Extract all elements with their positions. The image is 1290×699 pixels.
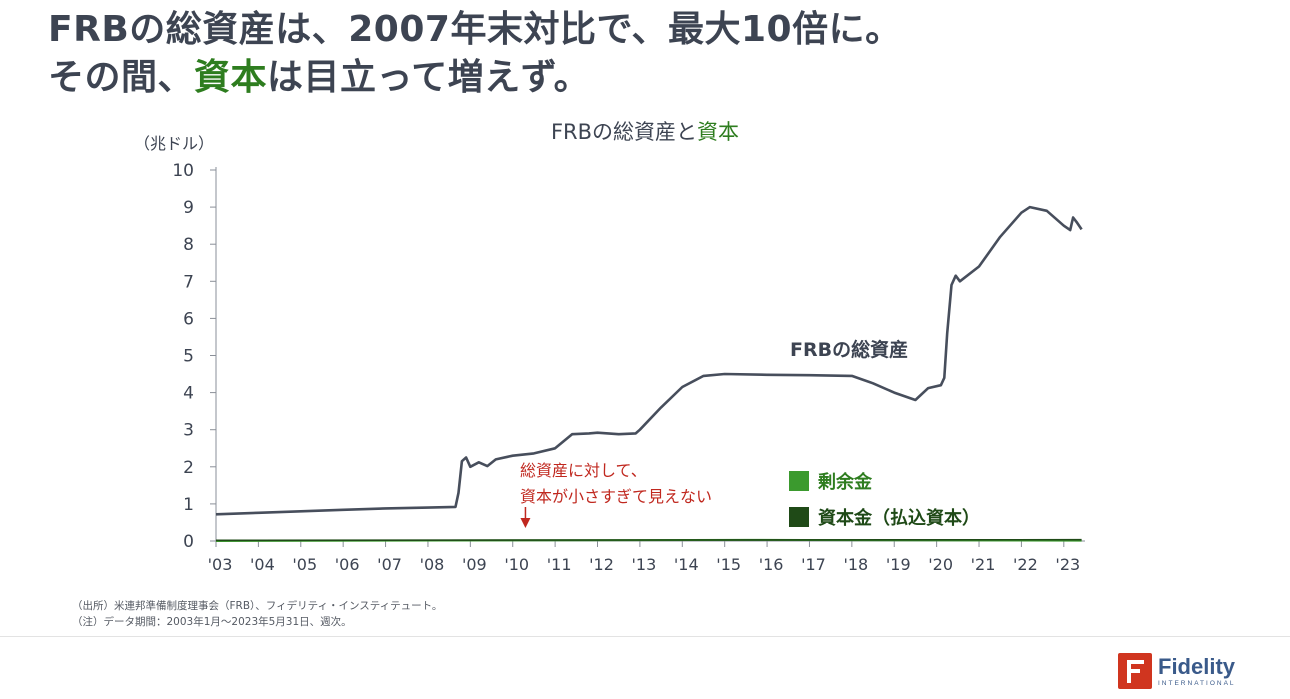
footer-divider [0,636,1290,637]
y-tick-label: 3 [183,421,194,441]
x-tick-label: '18 [843,555,868,574]
x-tick-label: '22 [1013,555,1038,574]
x-tick-label: '07 [377,555,402,574]
headline-highlight: 資本 [194,57,268,98]
brand-name: Fidelity [1158,653,1236,679]
x-tick-label: '10 [504,555,529,574]
x-tick-label: '08 [420,555,445,574]
headline: FRBの総資産は、2007年末対比で、最大10倍に。 その間、資本は目立って増え… [48,6,902,102]
headline-line1: FRBの総資産は、2007年末対比で、最大10倍に。 [48,9,902,50]
x-tick-label: '13 [632,555,657,574]
period-note: （注）データ期間：2003年1月～2023年5月31日、週次。 [72,616,352,628]
headline-line2-post: は目立って増えず。 [267,57,591,98]
y-tick-label: 5 [183,347,194,367]
series-line-0 [215,205,1083,516]
x-tick-label: '23 [1055,555,1080,574]
headline-line2-pre: その間、 [48,57,195,98]
y-tick-label: 6 [183,309,194,329]
y-tick-label: 8 [183,235,194,255]
x-tick-label: '21 [971,555,996,574]
annotation-line1: 総資産に対して、 [520,461,647,480]
legend-capital-swatch [789,507,809,527]
brand-sub: INTERNATIONAL [1158,679,1236,687]
annotation: 総資産に対して、 資本が小さすぎて見えない [520,461,712,528]
x-tick-label: '11 [547,555,572,574]
y-tick-label: 10 [172,161,194,181]
fidelity-logo: Fidelity INTERNATIONAL [1118,652,1236,690]
x-tick-label: '19 [886,555,911,574]
y-tick-label: 9 [183,198,194,218]
legend-capital-label: 資本金（払込資本） [818,507,980,529]
y-tick-label: 2 [183,458,194,478]
x-tick-label: '15 [716,555,741,574]
headline-line2: その間、資本は目立って増えず。 [48,54,902,102]
x-tick-label: '06 [335,555,360,574]
x-tick-label: '16 [759,555,784,574]
y-tick-label: 4 [183,384,194,404]
y-axis-unit: （兆ドル） [134,134,214,153]
series-line-2 [215,538,1082,542]
x-axis: '03 '04 '05 '06 '07 '08 '09 '10 '11 '12 '13 '14 '15 '… [208,541,1080,574]
x-tick-label: '20 [928,555,953,574]
x-tick-label: '05 [292,555,317,574]
annotation-arrow-head [520,518,531,528]
y-axis: 0 1 2 3 4 5 6 7 8 9 10 [172,161,216,552]
x-tick-label: '12 [589,555,614,574]
source-note: （出所）米連邦準備制度理事会（FRB）、フィデリティ・インスティテュート。 [72,600,443,612]
fidelity-f-logo-icon [1118,653,1152,689]
x-tick-label: '04 [250,555,275,574]
x-tick-label: '17 [801,555,826,574]
footnotes: （出所）米連邦準備制度理事会（FRB）、フィデリティ・インスティテュート。 （注… [72,598,442,630]
annotation-line2: 資本が小さすぎて見えない [520,487,712,506]
chart-title-part2: 資本 [697,120,739,144]
series-group [215,205,1083,542]
x-tick-label: '09 [462,555,487,574]
chart-title-part1: FRBの総資産と [551,120,697,144]
legend-surplus-swatch [789,471,809,491]
x-tick-label: '14 [674,555,699,574]
legend-surplus-label: 剰余金 [817,471,873,493]
y-tick-label: 1 [183,495,194,515]
y-tick-label: 7 [183,272,194,292]
y-tick-label: 0 [183,532,194,552]
x-tick-label: '03 [208,555,233,574]
legend: 剰余金 資本金（払込資本） [789,471,980,529]
chart-title: FRBの総資産と資本 [551,120,739,144]
assets-series-label: FRBの総資産 [790,338,908,361]
